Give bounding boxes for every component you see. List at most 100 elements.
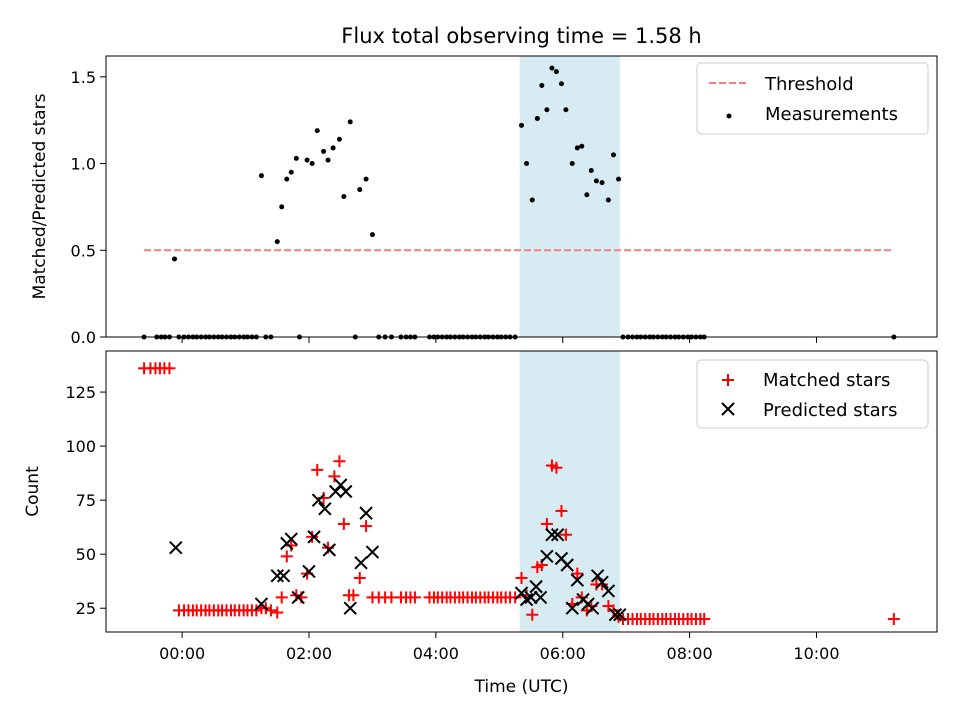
x-tick-label: 04:00 bbox=[413, 644, 459, 663]
bottom-panel-frame bbox=[105, 350, 938, 633]
bottom-panel-axes: 25 50 75 100 125 00:00 02:00 04:00 06:00 08:00 10:… bbox=[65, 383, 839, 663]
predicted-star-point bbox=[302, 564, 316, 579]
series-predicted-stars bbox=[169, 478, 627, 622]
matched-star-point bbox=[275, 591, 288, 604]
y-tick-label: 0.0 bbox=[71, 328, 96, 347]
measurement-point bbox=[336, 136, 342, 142]
measurement-point bbox=[172, 256, 178, 262]
measurement-point bbox=[284, 176, 290, 182]
measurement-point bbox=[569, 161, 575, 167]
predicted-star-point bbox=[318, 502, 332, 516]
predicted-star-point bbox=[608, 608, 623, 622]
predicted-star-point bbox=[545, 528, 559, 542]
measurement-point bbox=[279, 204, 285, 210]
predicted-star-point bbox=[565, 601, 579, 615]
legend-matched-label: Matched stars bbox=[763, 370, 890, 391]
top-panel-marks bbox=[141, 65, 897, 340]
measurement-point bbox=[524, 161, 530, 167]
predicted-star-point bbox=[613, 608, 627, 622]
x-tick-label: 02:00 bbox=[286, 644, 332, 663]
measurement-point bbox=[616, 176, 622, 182]
predicted-star-point bbox=[254, 597, 269, 611]
measurement-point bbox=[288, 169, 294, 175]
matched-star-point bbox=[540, 517, 553, 530]
predicted-star-point bbox=[560, 558, 574, 572]
measurement-point bbox=[529, 197, 535, 203]
matched-star-point bbox=[328, 470, 341, 483]
predicted-star-point bbox=[359, 506, 373, 520]
y-tick-label: 1.5 bbox=[71, 68, 96, 87]
measurement-point bbox=[274, 239, 280, 245]
measurement-point bbox=[347, 119, 353, 125]
measurement-point bbox=[341, 194, 347, 199]
matched-star-point bbox=[559, 528, 572, 541]
measurement-point bbox=[539, 82, 545, 88]
measurement-point bbox=[584, 192, 590, 198]
measurement-point bbox=[369, 232, 375, 238]
measurement-point bbox=[325, 157, 331, 163]
matched-star-point bbox=[311, 463, 324, 476]
x-tick-label: 00:00 bbox=[159, 644, 205, 663]
measurement-point bbox=[544, 107, 550, 113]
matched-star-point bbox=[887, 613, 900, 626]
matched-star-point bbox=[280, 550, 293, 563]
matched-star-point bbox=[163, 362, 176, 375]
measurement-point bbox=[293, 155, 299, 161]
matched-star-point bbox=[555, 504, 568, 517]
predicted-star-point bbox=[322, 543, 336, 557]
predicted-star-point bbox=[533, 590, 548, 605]
measurement-point bbox=[549, 65, 555, 71]
predicted-star-point bbox=[570, 573, 585, 587]
measurement-point bbox=[304, 157, 310, 163]
top-panel-observing-span bbox=[519, 56, 620, 337]
y-tick-label: 25 bbox=[76, 599, 96, 618]
predicted-star-point bbox=[270, 569, 284, 583]
y-tick-label: 1.0 bbox=[71, 155, 96, 174]
matched-star-point bbox=[698, 613, 711, 626]
top-panel-axes: 0.0 0.5 1.0 1.5 bbox=[71, 68, 817, 347]
matched-star-point bbox=[271, 606, 284, 619]
predicted-star-point bbox=[339, 484, 353, 499]
bottom-panel-observing-span bbox=[519, 351, 620, 632]
predicted-star-point bbox=[529, 579, 543, 594]
series-measurements bbox=[141, 65, 897, 340]
matched-star-point bbox=[306, 530, 319, 543]
predicted-star-point bbox=[524, 590, 538, 605]
bottom-panel-marks bbox=[138, 362, 900, 626]
predicted-star-point bbox=[550, 528, 565, 542]
bottom-panel-x-axis-label: Time (UTC) bbox=[474, 677, 569, 697]
predicted-star-point bbox=[284, 532, 298, 546]
measurement-point bbox=[593, 178, 599, 184]
measurement-point bbox=[605, 197, 611, 203]
measurement-point bbox=[579, 143, 585, 149]
top-panel-frame bbox=[105, 55, 938, 338]
measurement-point bbox=[258, 173, 264, 179]
x-tick-label: 06:00 bbox=[540, 644, 586, 663]
matched-star-point bbox=[337, 517, 350, 530]
measurement-point bbox=[519, 122, 524, 128]
predicted-star-point bbox=[311, 493, 326, 507]
legend-predicted-label: Predicted stars bbox=[763, 400, 897, 421]
predicted-star-point bbox=[601, 584, 616, 598]
measurement-point bbox=[363, 176, 369, 182]
matched-star-point bbox=[607, 604, 620, 617]
matched-star-point bbox=[347, 589, 360, 602]
x-tick-label: 10:00 bbox=[793, 644, 839, 663]
matched-star-point bbox=[509, 591, 522, 604]
measurement-point bbox=[574, 145, 580, 151]
x-tick-label: 08:00 bbox=[667, 644, 713, 663]
y-tick-label: 0.5 bbox=[71, 241, 96, 260]
predicted-star-point bbox=[169, 540, 183, 555]
legend-predicted-swatch bbox=[721, 402, 735, 416]
legend-box bbox=[696, 62, 929, 135]
matched-star-point bbox=[515, 571, 528, 584]
y-tick-label: 75 bbox=[76, 491, 96, 510]
measurement-point bbox=[563, 107, 569, 113]
matched-star-point bbox=[526, 608, 539, 621]
predicted-star-point bbox=[291, 590, 305, 605]
legend-matched-swatch bbox=[722, 374, 734, 386]
measurement-point bbox=[534, 115, 540, 121]
predicted-star-point bbox=[540, 549, 554, 564]
measurement-point bbox=[330, 145, 336, 151]
